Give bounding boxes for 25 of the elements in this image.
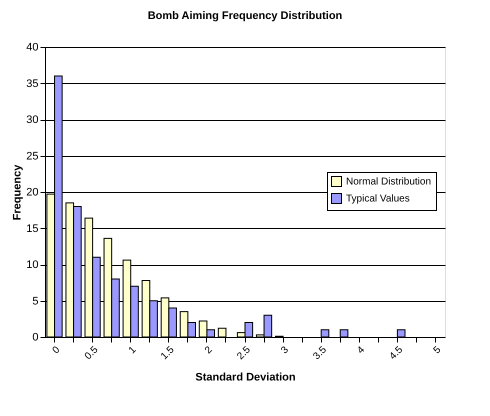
x-tick-label: 4.5 xyxy=(388,344,406,362)
y-tick-label: 30 xyxy=(26,114,38,126)
x-tick-label: 2 xyxy=(202,344,215,356)
x-tick-label: 2.5 xyxy=(235,344,254,362)
x-tick-label: 3 xyxy=(279,344,292,356)
x-tick-label: 1 xyxy=(126,344,139,356)
y-tick-label: 15 xyxy=(26,222,38,235)
legend-label: Typical Values xyxy=(346,194,410,204)
x-tick-label: 3.5 xyxy=(311,344,330,362)
x-tick-label: 1.5 xyxy=(158,344,177,362)
y-tick-label: 5 xyxy=(32,295,38,308)
y-tick-label: 25 xyxy=(26,150,38,162)
y-tick-label: 20 xyxy=(26,186,38,198)
x-axis-title: Standard Deviation xyxy=(195,371,296,384)
x-tick-label: 4 xyxy=(355,344,368,356)
x-tick-label: 5 xyxy=(432,344,444,356)
x-tick-label: 0 xyxy=(50,344,63,356)
y-tick-label: 10 xyxy=(26,259,38,271)
legend-label: Normal Distribution xyxy=(346,176,432,188)
x-tick-label: 0.5 xyxy=(82,344,101,362)
y-tick-label: 35 xyxy=(26,78,38,90)
y-tick-label: 0 xyxy=(32,332,38,344)
y-tick-label: 40 xyxy=(26,42,38,54)
chart-title: Bomb Aiming Frequency Distribution xyxy=(148,10,343,22)
y-axis-title: Frequency xyxy=(11,164,24,220)
